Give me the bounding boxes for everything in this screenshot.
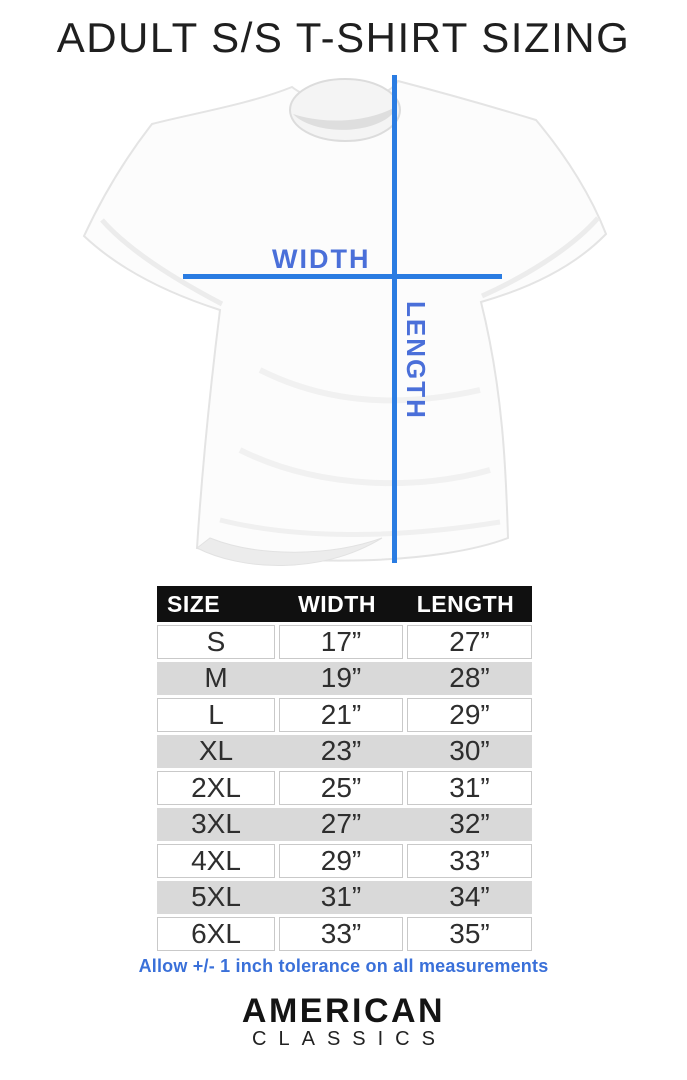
length-label: LENGTH bbox=[401, 301, 431, 420]
tshirt-photo bbox=[60, 70, 620, 580]
cell-length: 29” bbox=[407, 698, 532, 732]
cell-length: 31” bbox=[407, 771, 532, 805]
length-measure-line bbox=[392, 75, 397, 563]
cell-width: 27” bbox=[320, 808, 362, 840]
header-length: LENGTH bbox=[416, 590, 515, 617]
cell-length: 28” bbox=[449, 662, 490, 694]
table-row: L 21” 29” bbox=[157, 698, 532, 732]
cell-size: XL bbox=[198, 735, 234, 767]
cell-size: 2XL bbox=[157, 771, 275, 805]
cell-width: 25” bbox=[279, 771, 403, 805]
cell-length: 30” bbox=[449, 735, 490, 767]
size-table: SIZE WIDTH LENGTH S 17” 27” M 19” 28” L 21” 29” X… bbox=[157, 586, 532, 951]
cell-width: 31” bbox=[320, 881, 362, 913]
tshirt-illustration bbox=[82, 78, 608, 567]
table-row: 4XL 29” 33” bbox=[157, 844, 532, 878]
width-label: WIDTH bbox=[272, 244, 371, 274]
cell-width: 33” bbox=[279, 917, 403, 951]
table-row: 6XL 33” 35” bbox=[157, 917, 532, 951]
brand-name-american: AMERICAN bbox=[241, 992, 446, 1030]
cell-length: 32” bbox=[449, 808, 490, 840]
header-width: WIDTH bbox=[298, 590, 376, 617]
cell-length: 34” bbox=[449, 881, 490, 913]
cell-length: 33” bbox=[407, 844, 532, 878]
cell-width: 29” bbox=[279, 844, 403, 878]
cell-size: S bbox=[157, 625, 275, 659]
cell-width: 19” bbox=[320, 662, 362, 694]
page-title: ADULT S/S T-SHIRT SIZING bbox=[56, 14, 631, 61]
cell-width: 17” bbox=[279, 625, 403, 659]
brand-name-classics: CLASSICS bbox=[252, 1028, 447, 1050]
width-measure-line bbox=[183, 274, 502, 279]
cell-length: 27” bbox=[407, 625, 532, 659]
brand-logo: AMERICAN CLASSICS bbox=[0, 994, 687, 1050]
cell-size: L bbox=[157, 698, 275, 732]
size-table-header: SIZE WIDTH LENGTH bbox=[157, 586, 532, 622]
cell-length: 35” bbox=[407, 917, 532, 951]
table-row: M 19” 28” bbox=[157, 661, 532, 695]
size-table-body: S 17” 27” M 19” 28” L 21” 29” XL 23” 30” 2XL 25” 31” 3X… bbox=[157, 625, 532, 951]
cell-size: 5XL bbox=[191, 881, 241, 913]
cell-size: 6XL bbox=[157, 917, 275, 951]
table-row: 5XL 31” 34” bbox=[157, 880, 532, 914]
cell-size: 4XL bbox=[157, 844, 275, 878]
table-row: 2XL 25” 31” bbox=[157, 771, 532, 805]
cell-size: 3XL bbox=[191, 808, 241, 840]
table-row: S 17” 27” bbox=[157, 625, 532, 659]
table-row: XL 23” 30” bbox=[157, 734, 532, 768]
tolerance-note: Allow +/- 1 inch tolerance on all measur… bbox=[138, 956, 549, 976]
cell-size: M bbox=[204, 662, 228, 694]
header-size: SIZE bbox=[167, 590, 221, 617]
cell-width: 21” bbox=[279, 698, 403, 732]
cell-width: 23” bbox=[320, 735, 362, 767]
table-row: 3XL 27” 32” bbox=[157, 807, 532, 841]
